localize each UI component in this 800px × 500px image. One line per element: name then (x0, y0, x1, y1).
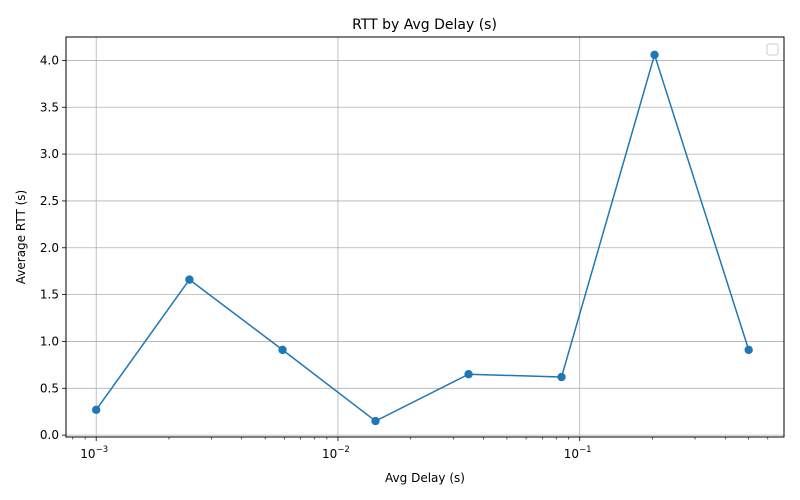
series-line (95, 54, 750, 422)
x-axis-label: Avg Delay (s) (385, 471, 465, 485)
data-point (371, 416, 380, 426)
grid (66, 37, 784, 437)
data-point (278, 345, 287, 355)
y-tick-label: 3.5 (40, 100, 59, 114)
legend-box (766, 43, 779, 56)
data-point (744, 345, 753, 355)
y-tick-label: 0.0 (40, 428, 59, 442)
y-tick-label: 1.0 (40, 334, 59, 348)
series-layer (92, 50, 753, 426)
y-tick-label: 2.5 (40, 194, 59, 208)
data-point (557, 372, 566, 382)
data-point (185, 275, 194, 284)
y-tick-label: 0.5 (40, 381, 59, 395)
data-point (92, 405, 101, 415)
x-tick-label: 10−3 (80, 445, 108, 461)
x-tick-label: 10−2 (322, 445, 350, 461)
data-point (650, 50, 659, 59)
x-tick-label: 10−1 (564, 445, 592, 461)
y-axis-label: Average RTT (s) (14, 190, 28, 284)
plot-area (65, 36, 785, 438)
y-tick-label: 4.0 (40, 53, 59, 67)
data-point (464, 370, 473, 379)
axis-ticks: 0.0 0.5 1.0 1.5 2.0 2.5 3.0 3.5 4.0 10−3 10−2 10−1 (40, 53, 769, 461)
y-tick-label: 2.0 (40, 241, 59, 255)
y-tick-label: 3.0 (40, 147, 59, 161)
y-tick-label: 1.5 (40, 288, 59, 302)
chart-title: RTT by Avg Delay (s) (352, 17, 497, 33)
